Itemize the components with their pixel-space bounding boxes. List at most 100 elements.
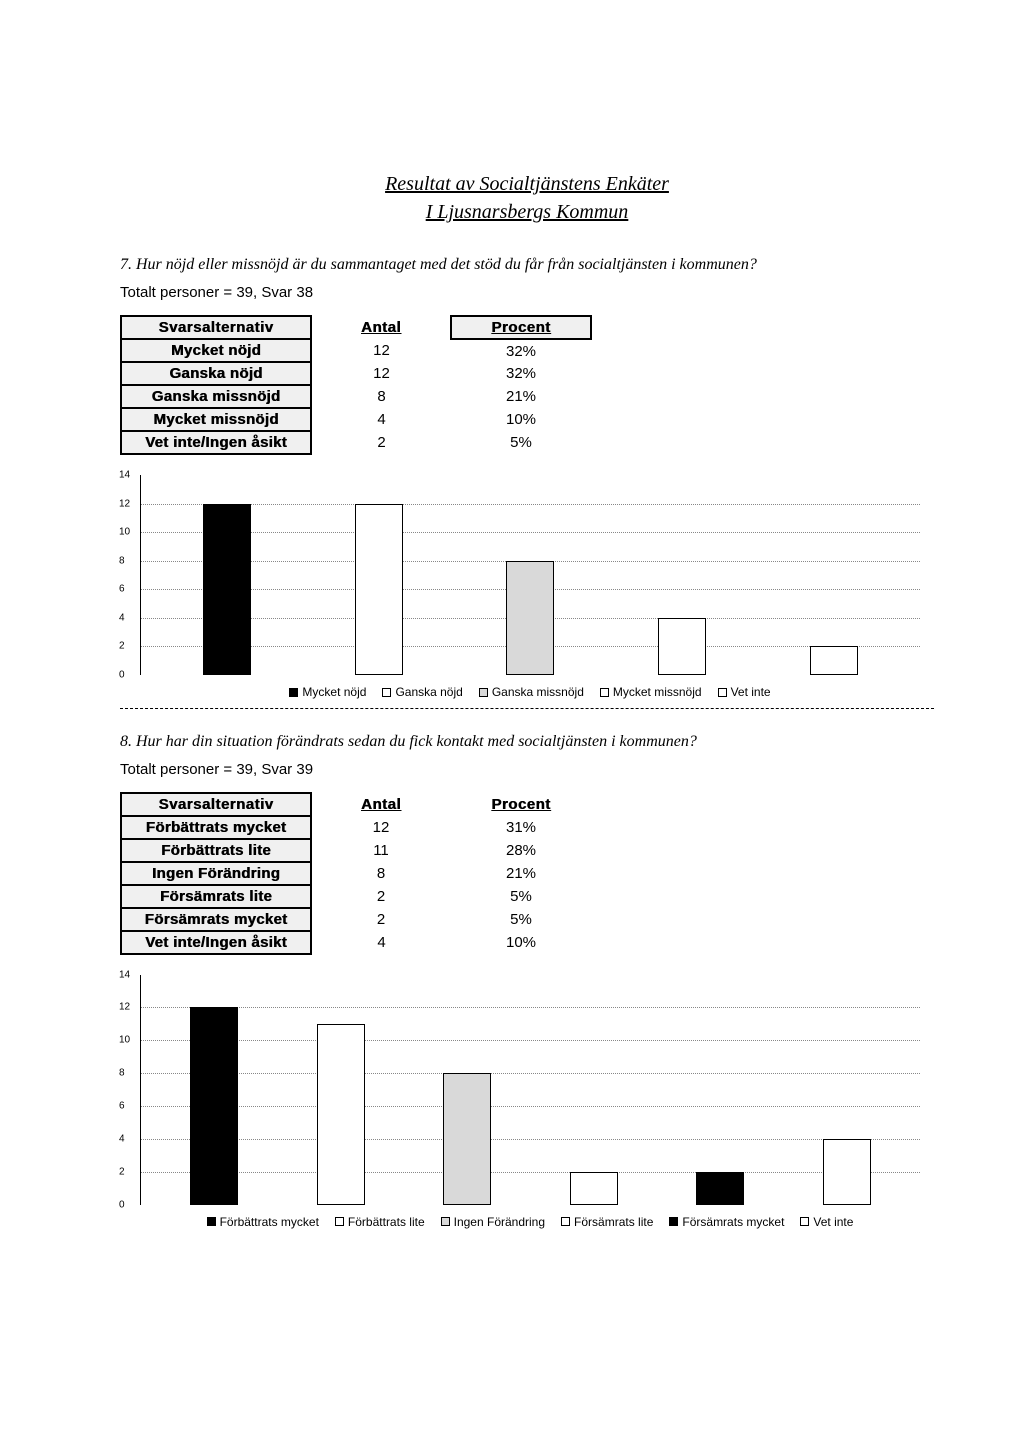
row-procent: 5% (451, 431, 591, 454)
table-row: Ingen Förändring821% (121, 862, 591, 885)
row-procent: 10% (451, 931, 591, 954)
bar (317, 1024, 365, 1205)
row-label: Förbättrats mycket (121, 816, 311, 839)
q7-hdr-antal: Antal (311, 316, 451, 339)
q7-question: 7. Hur nöjd eller missnöjd är du sammant… (120, 256, 934, 274)
legend-swatch (335, 1217, 344, 1226)
row-antal: 2 (311, 431, 451, 454)
table-row: Mycket nöjd1232% (121, 339, 591, 362)
row-procent: 10% (451, 408, 591, 431)
title-block: Resultat av Socialtjänstens Enkäter I Lj… (120, 170, 934, 226)
legend-item: Ganska nöjd (382, 685, 462, 699)
y-tick: 12 (119, 1002, 130, 1013)
y-tick: 10 (119, 527, 130, 538)
y-tick: 6 (119, 584, 125, 595)
legend-label: Ganska missnöjd (492, 685, 584, 699)
q8-hdr-antal: Antal (311, 793, 451, 816)
row-label: Vet inte/Ingen åsikt (121, 431, 311, 454)
legend-label: Förbättrats mycket (220, 1215, 319, 1229)
row-procent: 5% (451, 885, 591, 908)
legend-item: Förbättrats mycket (207, 1215, 319, 1229)
bars (141, 975, 920, 1205)
y-tick: 0 (119, 1199, 125, 1210)
y-tick: 14 (119, 470, 130, 481)
legend-item: Ingen Förändring (441, 1215, 545, 1229)
bars (141, 475, 920, 675)
legend-swatch (600, 688, 609, 697)
q8-question: 8. Hur har din situation förändrats seda… (120, 733, 934, 751)
legend-item: Mycket missnöjd (600, 685, 702, 699)
q8-legend: Förbättrats mycket Förbättrats lite Ingen … (140, 1215, 920, 1230)
row-label: Ganska nöjd (121, 362, 311, 385)
row-antal: 2 (311, 885, 451, 908)
y-tick: 4 (119, 612, 125, 623)
row-label: Mycket missnöjd (121, 408, 311, 431)
section-divider (120, 708, 934, 709)
q7-hdr-procent: Procent (451, 316, 591, 339)
legend-swatch (441, 1217, 450, 1226)
row-antal: 8 (311, 385, 451, 408)
y-tick: 2 (119, 641, 125, 652)
legend-label: Ingen Förändring (454, 1215, 545, 1229)
row-procent: 32% (451, 339, 591, 362)
q8-hdr-procent: Procent (451, 793, 591, 816)
q8-chart-wrap: 02468101214 Förbättrats mycketFörbättrat… (140, 975, 920, 1230)
table-row: Försämrats lite25% (121, 885, 591, 908)
legend-item: Ganska missnöjd (479, 685, 584, 699)
table-row: Mycket missnöjd410% (121, 408, 591, 431)
title-line-2: I Ljusnarsbergs Kommun (120, 198, 934, 226)
legend-item: Försämrats mycket (669, 1215, 784, 1229)
row-antal: 4 (311, 931, 451, 954)
table-row: Förbättrats mycket1231% (121, 816, 591, 839)
legend-swatch (561, 1217, 570, 1226)
row-label: Försämrats mycket (121, 908, 311, 931)
table-row: Vet inte/Ingen åsikt410% (121, 931, 591, 954)
bar (810, 646, 858, 675)
q7-chart-wrap: 02468101214 Mycket nöjdGanska nöjdGanska… (140, 475, 920, 700)
legend-label: Mycket missnöjd (613, 685, 702, 699)
q8-hdr-alt: Svarsalternativ (121, 793, 311, 816)
bar (506, 561, 554, 675)
row-antal: 12 (311, 816, 451, 839)
legend-item: Mycket nöjd (289, 685, 366, 699)
legend-item: Vet inte (718, 685, 771, 699)
title-line-1: Resultat av Socialtjänstens Enkäter (120, 170, 934, 198)
row-procent: 5% (451, 908, 591, 931)
q7-hdr-alt: Svarsalternativ (121, 316, 311, 339)
y-tick: 12 (119, 498, 130, 509)
legend-swatch (669, 1217, 678, 1226)
row-label: Ganska missnöjd (121, 385, 311, 408)
y-tick: 4 (119, 1133, 125, 1144)
bar (823, 1139, 871, 1205)
bar (570, 1172, 618, 1205)
legend-swatch (207, 1217, 216, 1226)
row-label: Mycket nöjd (121, 339, 311, 362)
legend-item: Vet inte (800, 1215, 853, 1229)
legend-label: Försämrats mycket (682, 1215, 784, 1229)
bar (443, 1073, 491, 1204)
q7-subinfo: Totalt personer = 39, Svar 38 (120, 284, 934, 301)
row-procent: 32% (451, 362, 591, 385)
row-procent: 31% (451, 816, 591, 839)
row-antal: 12 (311, 362, 451, 385)
row-procent: 21% (451, 862, 591, 885)
legend-label: Mycket nöjd (302, 685, 366, 699)
legend-swatch (289, 688, 298, 697)
q8-rows: Förbättrats mycket1231%Förbättrats lite1… (121, 816, 591, 954)
legend-item: Förbättrats lite (335, 1215, 425, 1229)
row-label: Vet inte/Ingen åsikt (121, 931, 311, 954)
row-label: Försämrats lite (121, 885, 311, 908)
q7-legend: Mycket nöjd Ganska nöjd Ganska missnöjd Myc… (140, 685, 920, 700)
q8-subinfo: Totalt personer = 39, Svar 39 (120, 761, 934, 778)
q8-chart: 02468101214 (140, 975, 920, 1205)
q7-table: Svarsalternativ Antal Procent Mycket nöj… (120, 315, 592, 455)
page: Resultat av Socialtjänstens Enkäter I Lj… (0, 0, 1024, 1275)
y-tick: 14 (119, 969, 130, 980)
bar (355, 504, 403, 675)
legend-swatch (382, 688, 391, 697)
table-row: Vet inte/Ingen åsikt25% (121, 431, 591, 454)
table-row: Förbättrats lite1128% (121, 839, 591, 862)
bar (696, 1172, 744, 1205)
legend-label: Vet inte (731, 685, 771, 699)
legend-swatch (800, 1217, 809, 1226)
